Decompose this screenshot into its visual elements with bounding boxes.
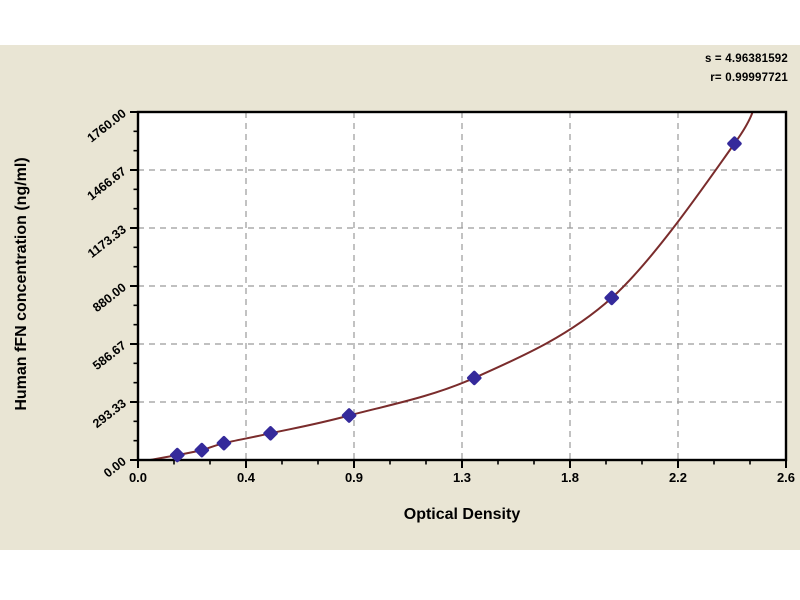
plot-frame <box>136 110 788 462</box>
data-point <box>727 136 742 151</box>
x-tick-label: 2.6 <box>777 470 795 485</box>
data-point <box>170 447 185 463</box>
data-point <box>194 442 210 458</box>
data-point <box>263 426 278 441</box>
data-point <box>604 290 619 306</box>
x-axis-title: Optical Density <box>403 506 521 523</box>
y-tick-label: 586.67 <box>90 338 129 373</box>
fit-statistics: s = 4.96381592 r= 0.99997721 <box>705 50 788 88</box>
y-tick-label: 0.00 <box>101 454 129 480</box>
x-tick-label: 2.2 <box>669 470 687 485</box>
x-tick-label: 0.9 <box>345 470 363 485</box>
data-point <box>341 408 357 423</box>
fit-s-value: s = 4.96381592 <box>704 53 788 65</box>
x-tick-label: 0.0 <box>129 470 147 485</box>
y-tick-label: 1173.33 <box>85 222 129 260</box>
data-point <box>467 370 482 386</box>
y-tick-label: 1466.67 <box>85 164 129 203</box>
y-tick-label: 1760.00 <box>85 106 129 145</box>
y-tick-label: 880.00 <box>90 280 129 315</box>
y-axis-title: Human fFN concentration (ng/ml) <box>13 157 30 411</box>
x-tick-label: 0.4 <box>237 470 256 485</box>
y-tick-label: 293.33 <box>90 396 129 431</box>
fit-r-value: r= 0.99997721 <box>710 72 788 84</box>
x-tick-label: 1.3 <box>453 470 471 485</box>
data-point <box>216 435 232 451</box>
x-tick-label: 1.8 <box>561 470 579 485</box>
